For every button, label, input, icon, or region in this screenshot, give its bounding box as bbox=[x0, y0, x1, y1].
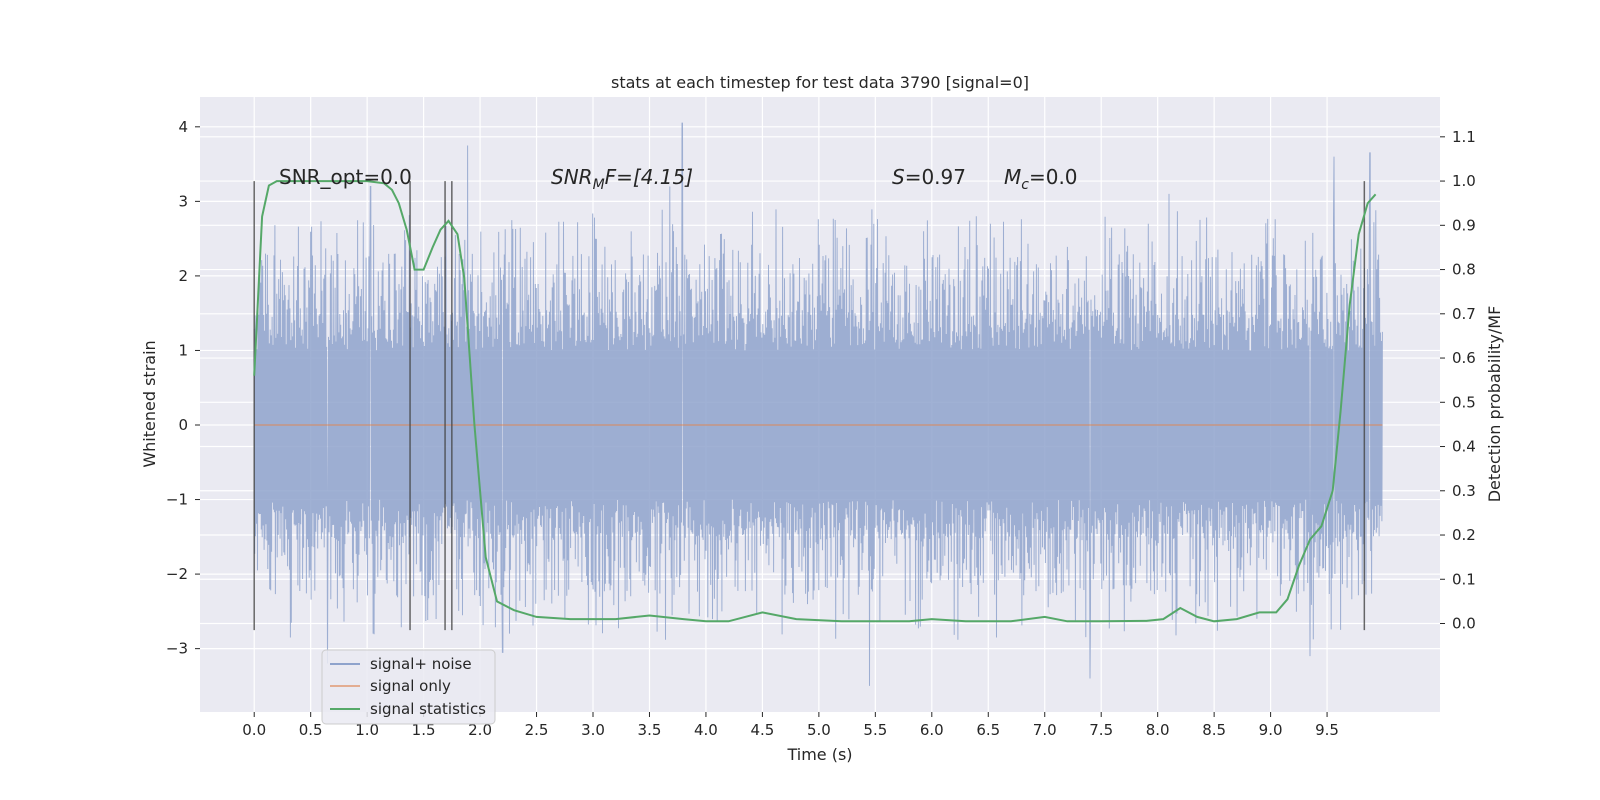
y-tick-label: 3 bbox=[178, 192, 188, 210]
x-tick-label: 0.5 bbox=[299, 721, 323, 739]
y-right-tick-label: 0.6 bbox=[1452, 349, 1476, 367]
y-tick-label: −2 bbox=[166, 565, 188, 583]
y-tick-label: 2 bbox=[178, 267, 188, 285]
vertical-markers bbox=[253, 181, 1366, 631]
annotation-mc: Mc=0.0 bbox=[1004, 165, 1078, 193]
legend-label-signal-only: signal only bbox=[370, 677, 451, 695]
annotation-snr-mf: SNRMF=[4.15] bbox=[551, 165, 693, 193]
x-tick-label: 2.5 bbox=[525, 721, 549, 739]
x-tick-label: 6.0 bbox=[920, 721, 944, 739]
y-right-tick-label: 0.3 bbox=[1452, 482, 1476, 500]
legend-label-signal-statistics: signal statistics bbox=[370, 700, 486, 718]
mc-sub: c bbox=[1021, 177, 1029, 193]
signal-statistics-line bbox=[253, 180, 1377, 623]
y-right-axis-label: Detection probability/MF bbox=[1485, 306, 1504, 503]
annotation-s: S=0.97 bbox=[892, 165, 966, 189]
y-tick-label: −1 bbox=[166, 491, 188, 509]
y-tick-label: 4 bbox=[178, 118, 188, 136]
legend: signal+ noise signal only signal statist… bbox=[321, 649, 496, 725]
x-axis-label: Time (s) bbox=[786, 745, 852, 764]
snr-mf-rest: F=[4.15] bbox=[605, 165, 693, 189]
signal-statistics-series bbox=[253, 180, 1377, 623]
x-tick-label: 5.5 bbox=[863, 721, 887, 739]
legend-box bbox=[321, 649, 496, 725]
noise-series bbox=[253, 122, 1383, 686]
snr-mf-sub: M bbox=[593, 177, 605, 193]
chart-title: stats at each timestep for test data 379… bbox=[611, 73, 1029, 92]
y-tick-label: 0 bbox=[178, 416, 188, 434]
x-tick-label: 1.0 bbox=[355, 721, 379, 739]
mc-base: M bbox=[1004, 165, 1021, 189]
x-tick-label: 1.5 bbox=[412, 721, 436, 739]
y-right-tick-label: 0.1 bbox=[1452, 570, 1476, 588]
y-right-tick-label: 0.4 bbox=[1452, 438, 1476, 456]
x-axis-ticks: 0.0 0.5 1.0 1.5 2.0 2.5 3.0 3.5 4.0 4.5 5.0 5.5 6.0 6… bbox=[242, 712, 1339, 739]
y-right-tick-label: 0.7 bbox=[1452, 305, 1476, 323]
s-label: S bbox=[892, 165, 905, 189]
y-right-tick-label: 0.5 bbox=[1452, 393, 1476, 411]
x-tick-label: 4.5 bbox=[750, 721, 774, 739]
y-right-tick-label: 0.2 bbox=[1452, 526, 1476, 544]
x-tick-label: 5.0 bbox=[807, 721, 831, 739]
y-right-tick-label: 0.8 bbox=[1452, 261, 1476, 279]
x-tick-label: 6.5 bbox=[976, 721, 1000, 739]
mc-value: =0.0 bbox=[1029, 165, 1078, 189]
annotation-snr-opt: SNR_opt=0.0 bbox=[279, 165, 412, 189]
x-tick-label: 9.0 bbox=[1259, 721, 1283, 739]
y-tick-label: 1 bbox=[178, 341, 188, 359]
x-tick-label: 3.5 bbox=[638, 721, 662, 739]
x-tick-label: 2.0 bbox=[468, 721, 492, 739]
x-tick-label: 4.0 bbox=[694, 721, 718, 739]
y-right-tick-label: 0.9 bbox=[1452, 216, 1476, 234]
y-right-tick-label: 1.1 bbox=[1452, 128, 1476, 146]
s-value: =0.97 bbox=[905, 165, 966, 189]
noise-trace bbox=[253, 122, 1383, 686]
y-tick-label: −3 bbox=[166, 640, 188, 658]
snr-mf-base: SNR bbox=[551, 165, 593, 189]
y-right-tick-label: 1.0 bbox=[1452, 172, 1476, 190]
y-right-tick-label: 0.0 bbox=[1452, 615, 1476, 633]
y-axis-label: Whitened strain bbox=[140, 340, 159, 467]
x-tick-label: 7.5 bbox=[1089, 721, 1113, 739]
x-tick-label: 0.0 bbox=[242, 721, 266, 739]
legend-label-signal-noise: signal+ noise bbox=[370, 655, 472, 673]
x-tick-label: 8.0 bbox=[1146, 721, 1170, 739]
x-tick-label: 9.5 bbox=[1315, 721, 1339, 739]
y-right-axis-ticks: 0.0 0.1 0.2 0.3 0.4 0.5 0.6 0.7 0.8 0.9 1.0 1.1 bbox=[1440, 128, 1476, 633]
y-axis-ticks: −3 −2 −1 0 1 2 3 4 bbox=[166, 118, 200, 658]
x-tick-label: 3.0 bbox=[581, 721, 605, 739]
x-tick-label: 8.5 bbox=[1202, 721, 1226, 739]
x-tick-label: 7.0 bbox=[1033, 721, 1057, 739]
